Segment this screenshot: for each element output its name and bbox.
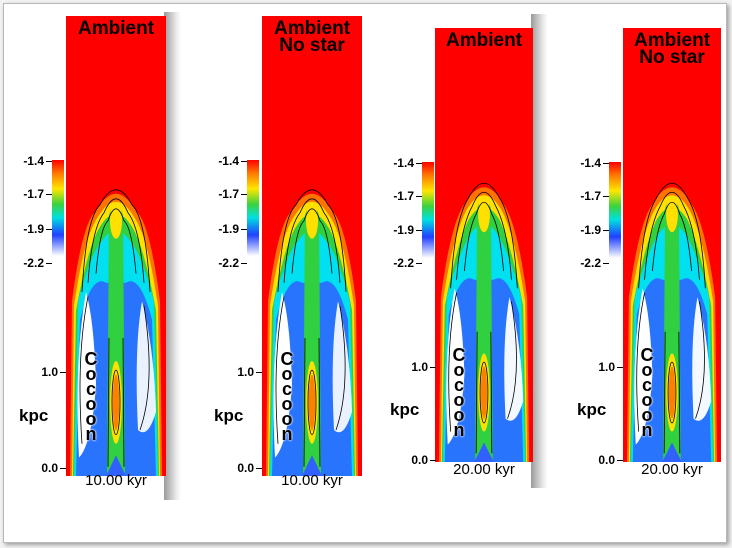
axis-unit: kpc — [214, 406, 244, 425]
axis-tick: 0.0 — [218, 462, 262, 474]
axis-tick: 1.0 — [22, 366, 66, 378]
colorbar-tick: -2.2 — [14, 257, 52, 269]
colorbar — [52, 160, 64, 256]
colorbar — [422, 162, 434, 258]
colorbar-tick: -1.9 — [571, 224, 609, 236]
axis-tick: 0.0 — [579, 454, 623, 466]
colorbar-tick: -1.4 — [571, 157, 609, 169]
colorbar-tick: -1.4 — [14, 155, 52, 167]
ambient-label: Ambient — [446, 30, 522, 51]
colorbar-tick: -1.9 — [14, 223, 52, 235]
ambient-label: Ambient No star — [634, 30, 710, 68]
ambient-label: Ambient — [78, 18, 154, 39]
panel-shadow — [164, 12, 181, 500]
colorbar-tick: -1.7 — [14, 188, 52, 200]
colorbar-tick: -1.9 — [209, 223, 247, 235]
colorbar-tick: -1.7 — [209, 188, 247, 200]
axis-tick: 1.0 — [392, 361, 436, 373]
simulation-image — [262, 16, 362, 476]
colorbar-tick: -1.7 — [384, 190, 422, 202]
axis-tick: 0.0 — [392, 454, 436, 466]
simulation-image — [66, 16, 166, 476]
simulation-image — [435, 28, 533, 462]
time-label: 20.00 kyr — [641, 461, 703, 478]
simulation-image — [623, 28, 721, 462]
colorbar-tick: -1.4 — [384, 157, 422, 169]
time-label: 10.00 kyr — [85, 472, 147, 489]
ambient-label: Ambient No star — [274, 18, 350, 56]
panel-shadow — [531, 14, 548, 488]
axis-unit: kpc — [390, 400, 420, 419]
colorbar — [247, 160, 259, 256]
time-label: 20.00 kyr — [453, 461, 515, 478]
axis-unit: kpc — [19, 406, 49, 425]
colorbar-tick: -2.2 — [209, 257, 247, 269]
colorbar-tick: -1.7 — [571, 190, 609, 202]
axis-tick: 0.0 — [22, 462, 66, 474]
colorbar-tick: -1.9 — [384, 224, 422, 236]
colorbar-tick: -2.2 — [384, 257, 422, 269]
time-label: 10.00 kyr — [281, 472, 343, 489]
axis-tick: 1.0 — [579, 361, 623, 373]
colorbar-tick: -1.4 — [209, 155, 247, 167]
colorbar-tick: -2.2 — [571, 257, 609, 269]
axis-unit: kpc — [577, 400, 607, 419]
axis-tick: 1.0 — [218, 366, 262, 378]
colorbar — [609, 162, 621, 258]
